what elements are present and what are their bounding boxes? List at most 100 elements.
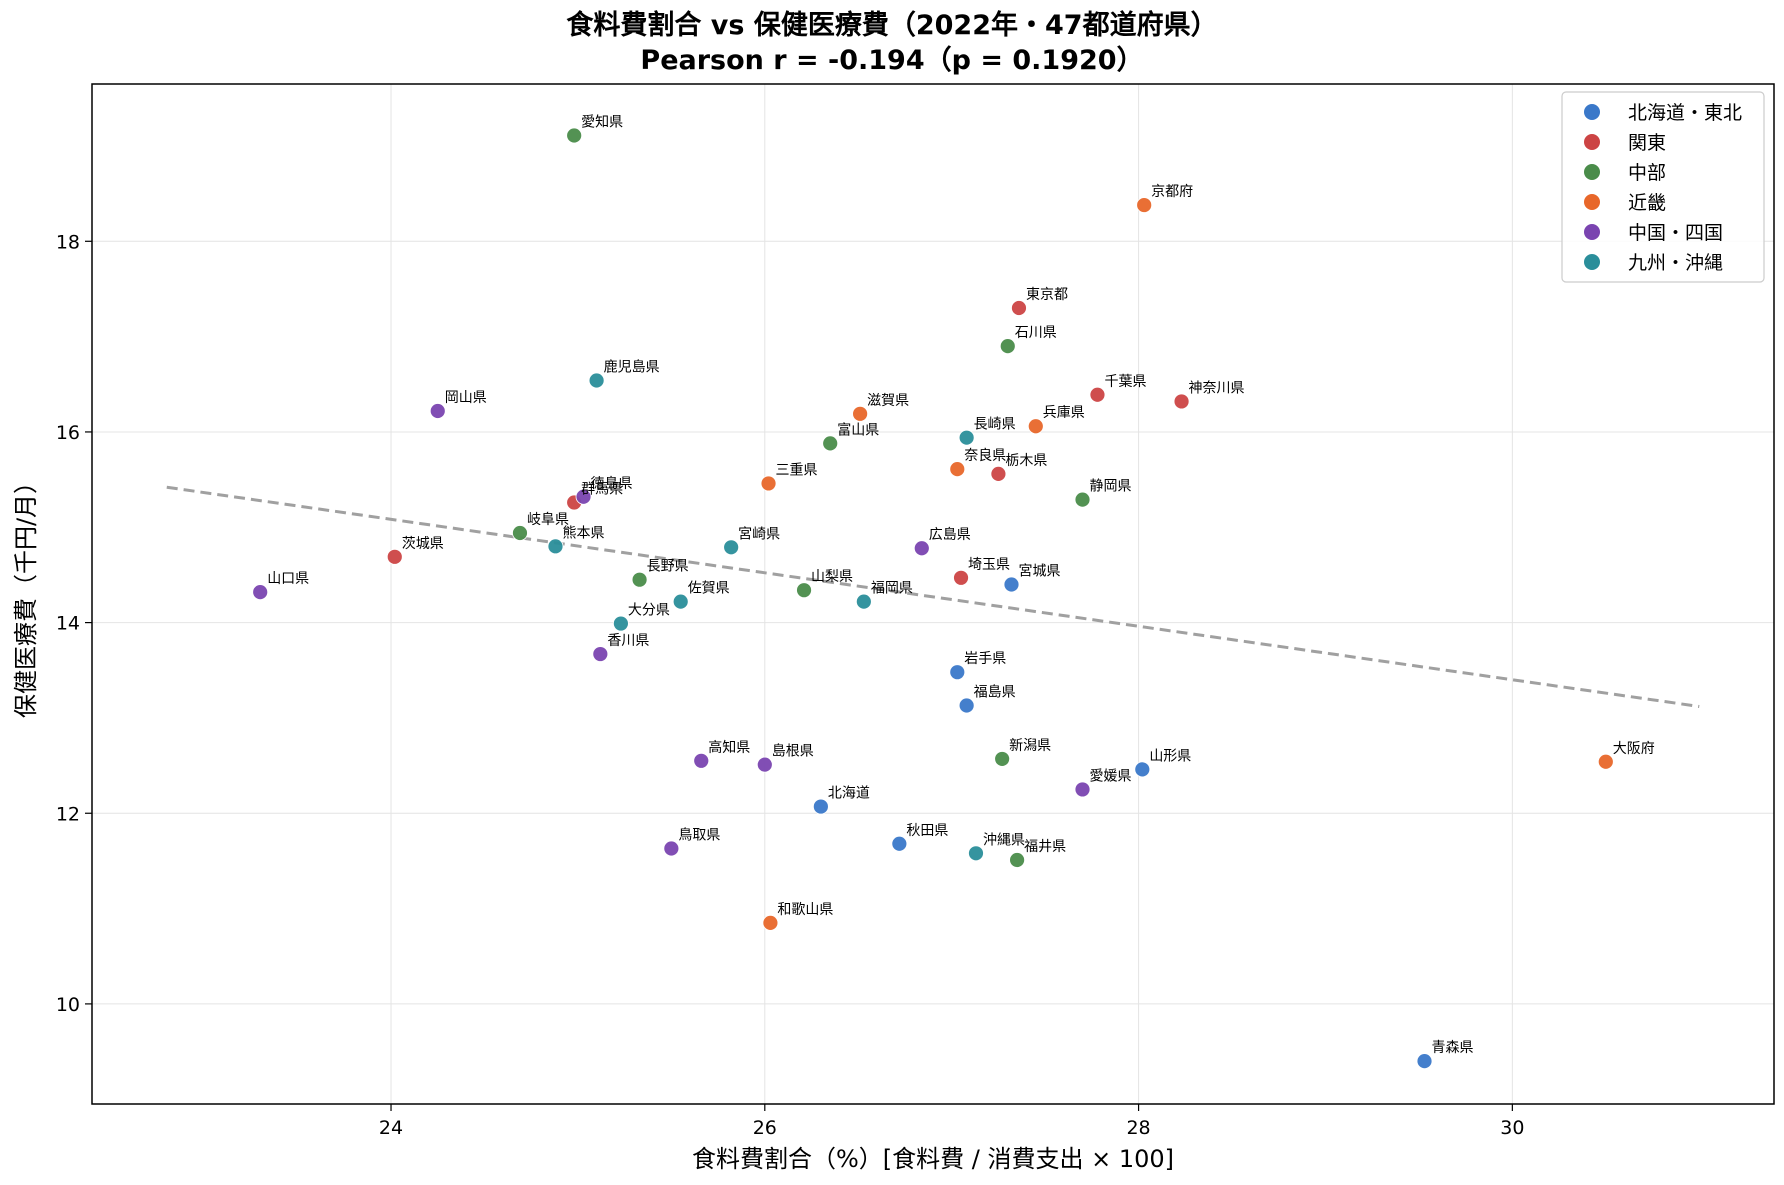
data-point [1089,386,1106,403]
data-point [953,569,969,586]
axis-ticks: 24 26 28 30 10 12 14 16 18 [56,231,1525,1139]
data-point [512,525,528,541]
data-point [1134,761,1151,778]
point-label: 宮城県 [1018,563,1060,579]
x-tick-label: 24 [379,1117,403,1139]
legend-marker [1584,134,1600,150]
data-point [760,475,777,492]
point-label: 滋賀県 [867,393,909,409]
point-label: 山口県 [267,571,309,587]
point-label: 栃木県 [1005,453,1047,469]
legend-marker [1584,164,1600,180]
data-point [958,697,975,714]
data-point [575,488,592,505]
point-label: 新潟県 [1009,738,1051,754]
data-point [913,540,930,557]
point-label: 大分県 [628,603,670,619]
data-point [723,539,740,556]
data-point [588,372,605,389]
data-point [958,429,975,446]
data-point [968,845,984,862]
legend-entry: 中国・四国 [1628,222,1723,244]
point-label: 三重県 [776,462,818,478]
data-point [1074,491,1091,508]
point-label: 北海道 [828,786,870,802]
data-point [592,646,609,662]
point-label: 富山県 [837,421,879,438]
data-point [999,338,1016,355]
point-label: 高知県 [708,739,750,756]
data-point [891,835,908,852]
data-point [663,840,680,857]
legend-entry: 九州・沖縄 [1628,252,1723,274]
point-label: 岡山県 [445,390,487,406]
legend-marker [1584,194,1600,210]
point-label: 鳥取県 [678,828,720,844]
chart-title-line2: Pearson r = -0.194（p = 0.1920） [640,45,1143,76]
point-label: 兵庫県 [1043,404,1085,421]
data-point [566,127,583,144]
point-label: 鹿児島県 [604,358,660,375]
point-label: 佐賀県 [688,581,730,597]
data-point [812,798,829,815]
data-point [1003,576,1020,593]
y-tick-label: 18 [56,231,80,253]
point-label: 山梨県 [811,569,853,585]
point-label: 福島県 [974,685,1016,701]
legend-entry: 北海道・東北 [1628,102,1742,124]
data-point [672,593,689,610]
data-point [994,751,1011,767]
legend-entry: 関東 [1628,132,1666,154]
legend-marker [1584,104,1600,120]
data-point [386,548,403,565]
point-label: 宮崎県 [738,526,780,542]
x-tick-label: 26 [753,1117,777,1139]
data-point [1597,753,1614,770]
point-label: 長野県 [647,559,689,575]
x-tick-label: 28 [1126,1117,1150,1139]
trend-line [166,485,1700,708]
legend-entry: 中部 [1628,162,1666,184]
point-label: 石川県 [1015,325,1057,341]
data-point [949,664,966,681]
point-label: 東京都 [1026,287,1068,303]
legend-box [1561,91,1765,283]
data-point [1011,300,1027,316]
data-point [429,403,446,419]
point-label: 京都府 [1151,184,1193,200]
data-point [1074,781,1091,798]
legend-entry: 近畿 [1628,192,1666,214]
point-label: 大阪府 [1613,741,1655,757]
point-label: 岩手県 [964,651,1006,667]
data-points [252,127,1614,1070]
legend-marker [1584,224,1600,240]
point-label: 茨城県 [402,536,444,552]
point-label: 埼玉県 [968,557,1010,573]
y-axis-label: 保健医療費（千円/月） [12,470,40,718]
point-label: 愛知県 [581,113,623,130]
point-label: 静岡県 [1090,479,1132,495]
y-tick-label: 12 [56,803,80,825]
point-label: 秋田県 [906,823,948,839]
point-label: 島根県 [772,744,814,760]
data-point [1416,1053,1433,1070]
data-point [1136,197,1153,213]
point-label: 岐阜県 [527,511,569,528]
point-label: 奈良県 [964,448,1006,464]
point-label: 香川県 [607,633,649,649]
chart-title-line1: 食料費割合 vs 保健医療費（2022年・47都道府県） [566,9,1217,41]
grid-lines [92,84,1774,1104]
point-label: 山形県 [1149,748,1191,764]
data-point [1173,393,1190,410]
data-point [990,465,1007,482]
data-point [547,538,564,555]
data-point [949,461,966,478]
data-point [762,914,779,931]
y-tick-label: 10 [56,994,80,1016]
point-label: 千葉県 [1104,374,1146,390]
point-label: 徳島県 [591,476,633,492]
plot-frame [91,83,1775,1105]
